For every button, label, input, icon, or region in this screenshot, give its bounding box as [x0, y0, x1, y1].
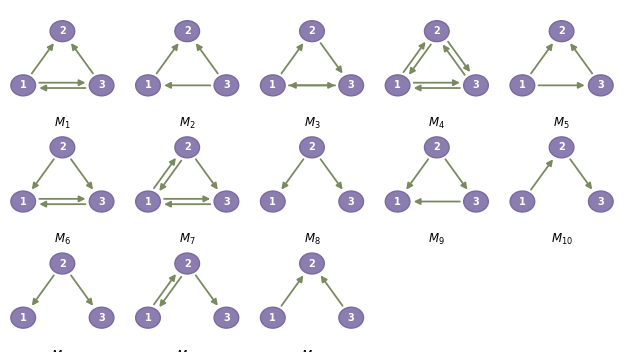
Ellipse shape — [463, 75, 488, 96]
Ellipse shape — [385, 191, 410, 212]
Text: 3: 3 — [348, 196, 355, 207]
Text: 1: 1 — [519, 80, 526, 90]
Ellipse shape — [385, 75, 410, 96]
Text: 1: 1 — [145, 313, 152, 323]
Ellipse shape — [50, 21, 75, 42]
Ellipse shape — [11, 191, 36, 212]
Text: 3: 3 — [348, 313, 355, 323]
Text: 1: 1 — [269, 313, 276, 323]
Text: 1: 1 — [519, 196, 526, 207]
Text: 1: 1 — [269, 80, 276, 90]
Text: 2: 2 — [59, 142, 66, 152]
Ellipse shape — [214, 191, 239, 212]
Text: 1: 1 — [20, 80, 27, 90]
Ellipse shape — [589, 75, 613, 96]
Text: 3: 3 — [223, 80, 230, 90]
Ellipse shape — [339, 75, 364, 96]
Ellipse shape — [510, 75, 535, 96]
Text: 3: 3 — [98, 313, 105, 323]
Text: 2: 2 — [308, 258, 316, 269]
Text: $\mathit{M}_{4}$: $\mathit{M}_{4}$ — [428, 116, 445, 131]
Ellipse shape — [214, 307, 239, 328]
Text: 3: 3 — [348, 80, 355, 90]
Text: 2: 2 — [184, 258, 191, 269]
Text: $\mathit{M}_{3}$: $\mathit{M}_{3}$ — [303, 116, 321, 131]
Text: 2: 2 — [184, 142, 191, 152]
Text: $\mathit{M}_{6}$: $\mathit{M}_{6}$ — [54, 232, 71, 247]
Ellipse shape — [260, 307, 285, 328]
Text: 3: 3 — [472, 80, 479, 90]
Text: $\mathit{M}_{2}$: $\mathit{M}_{2}$ — [179, 116, 195, 131]
Text: $\mathit{M}_{8}$: $\mathit{M}_{8}$ — [303, 232, 321, 247]
Text: $\mathit{M}_{12}$: $\mathit{M}_{12}$ — [176, 348, 198, 352]
Text: 1: 1 — [394, 80, 401, 90]
Ellipse shape — [175, 137, 200, 158]
Ellipse shape — [424, 137, 449, 158]
Text: 2: 2 — [558, 26, 565, 36]
Ellipse shape — [339, 307, 364, 328]
Ellipse shape — [589, 191, 613, 212]
Text: 3: 3 — [597, 80, 604, 90]
Text: $\mathit{M}_{10}$: $\mathit{M}_{10}$ — [550, 232, 573, 247]
Text: 2: 2 — [558, 142, 565, 152]
Ellipse shape — [300, 21, 324, 42]
Text: 3: 3 — [223, 196, 230, 207]
Text: 2: 2 — [433, 26, 440, 36]
Ellipse shape — [463, 191, 488, 212]
Text: 2: 2 — [184, 26, 191, 36]
Ellipse shape — [175, 253, 200, 274]
Text: 1: 1 — [394, 196, 401, 207]
Ellipse shape — [300, 253, 324, 274]
Text: 1: 1 — [20, 313, 27, 323]
Ellipse shape — [136, 75, 160, 96]
Ellipse shape — [175, 21, 200, 42]
Ellipse shape — [50, 137, 75, 158]
Text: 3: 3 — [472, 196, 479, 207]
Ellipse shape — [339, 191, 364, 212]
Text: 3: 3 — [98, 196, 105, 207]
Ellipse shape — [90, 75, 114, 96]
Text: 2: 2 — [433, 142, 440, 152]
Ellipse shape — [50, 253, 75, 274]
Ellipse shape — [510, 191, 535, 212]
Text: 3: 3 — [223, 313, 230, 323]
Ellipse shape — [11, 307, 36, 328]
Text: 2: 2 — [308, 26, 316, 36]
Ellipse shape — [549, 137, 574, 158]
Text: $\mathit{M}_{5}$: $\mathit{M}_{5}$ — [554, 116, 570, 131]
Ellipse shape — [260, 191, 285, 212]
Text: 1: 1 — [145, 80, 152, 90]
Ellipse shape — [11, 75, 36, 96]
Text: $\mathit{M}_{1}$: $\mathit{M}_{1}$ — [54, 116, 70, 131]
Ellipse shape — [90, 307, 114, 328]
Text: 2: 2 — [59, 26, 66, 36]
Text: 2: 2 — [59, 258, 66, 269]
Text: $\mathit{M}_{9}$: $\mathit{M}_{9}$ — [428, 232, 445, 247]
Ellipse shape — [136, 307, 160, 328]
Ellipse shape — [424, 21, 449, 42]
Text: 1: 1 — [269, 196, 276, 207]
Text: $\mathit{M}_{13}$: $\mathit{M}_{13}$ — [301, 348, 323, 352]
Text: 1: 1 — [145, 196, 152, 207]
Text: 2: 2 — [308, 142, 316, 152]
Ellipse shape — [90, 191, 114, 212]
Ellipse shape — [260, 75, 285, 96]
Text: $\mathit{M}_{7}$: $\mathit{M}_{7}$ — [179, 232, 195, 247]
Text: 3: 3 — [98, 80, 105, 90]
Ellipse shape — [136, 191, 160, 212]
Text: 3: 3 — [597, 196, 604, 207]
Text: 1: 1 — [20, 196, 27, 207]
Text: $\mathit{M}_{11}$: $\mathit{M}_{11}$ — [51, 348, 74, 352]
Ellipse shape — [549, 21, 574, 42]
Ellipse shape — [300, 137, 324, 158]
Ellipse shape — [214, 75, 239, 96]
